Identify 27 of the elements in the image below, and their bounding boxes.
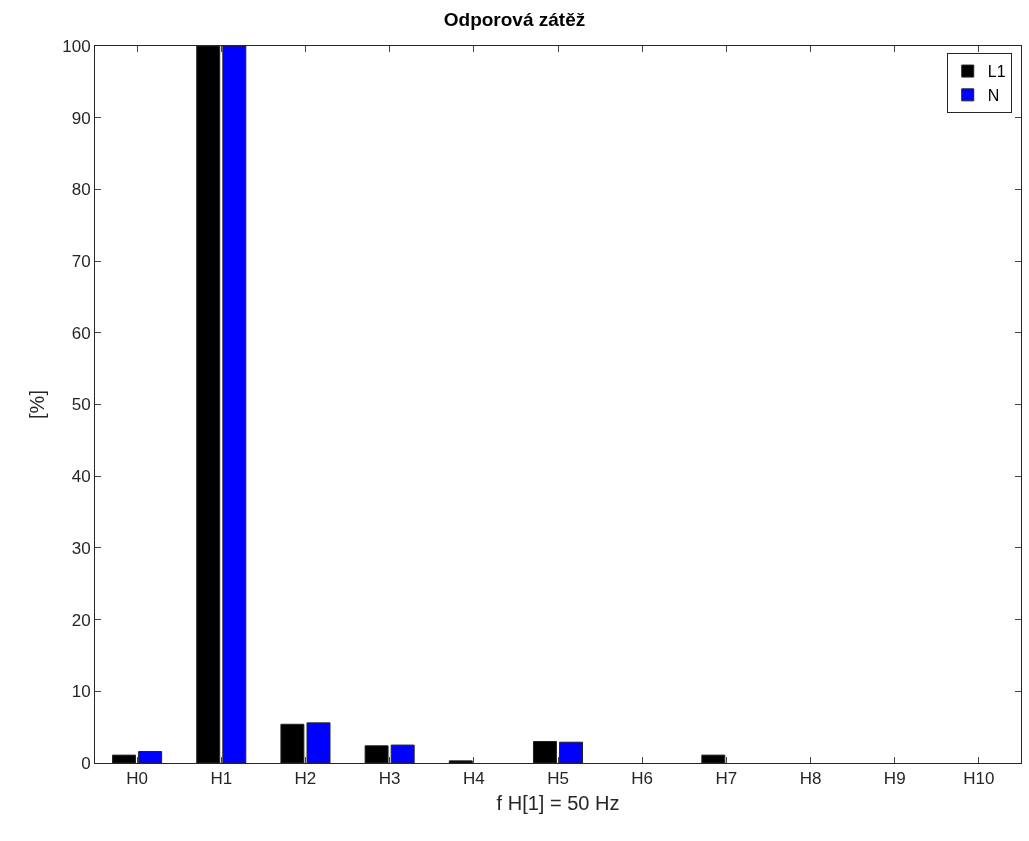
legend-label: L1	[987, 63, 1006, 81]
x-tick-label: H7	[715, 769, 738, 789]
x-tick-label: H2	[294, 769, 317, 789]
y-tick-label: 50	[71, 395, 91, 415]
x-tick-label: H6	[631, 769, 654, 789]
y-tick-label: 80	[71, 180, 91, 200]
y-tick-label: 20	[71, 610, 91, 630]
chart-title: Odporová zátěž	[443, 8, 586, 30]
y-tick-label: 40	[71, 467, 91, 487]
x-tick-label: H10	[963, 769, 995, 789]
y-tick-label: 10	[71, 682, 91, 702]
x-tick-label: H8	[799, 769, 822, 789]
y-tick-label: 30	[71, 538, 91, 558]
x-tick-label: H3	[378, 769, 401, 789]
x-tick-label: H1	[210, 769, 233, 789]
y-tick-label: 60	[71, 323, 91, 343]
y-tick-label: 100	[62, 36, 91, 56]
x-tick-label: H5	[547, 769, 569, 789]
x-axis-title: f H[1] = 50 Hz	[496, 791, 620, 814]
y-tick-label: 70	[71, 252, 91, 272]
y-tick-label: 0	[81, 753, 91, 773]
legend-label: N	[987, 87, 1000, 105]
x-tick-label: H0	[126, 769, 148, 789]
y-axis-title: [%]	[25, 390, 48, 419]
x-tick-label: H4	[462, 769, 485, 789]
x-tick-label: H9	[883, 769, 906, 789]
y-tick-label: 90	[71, 108, 91, 128]
